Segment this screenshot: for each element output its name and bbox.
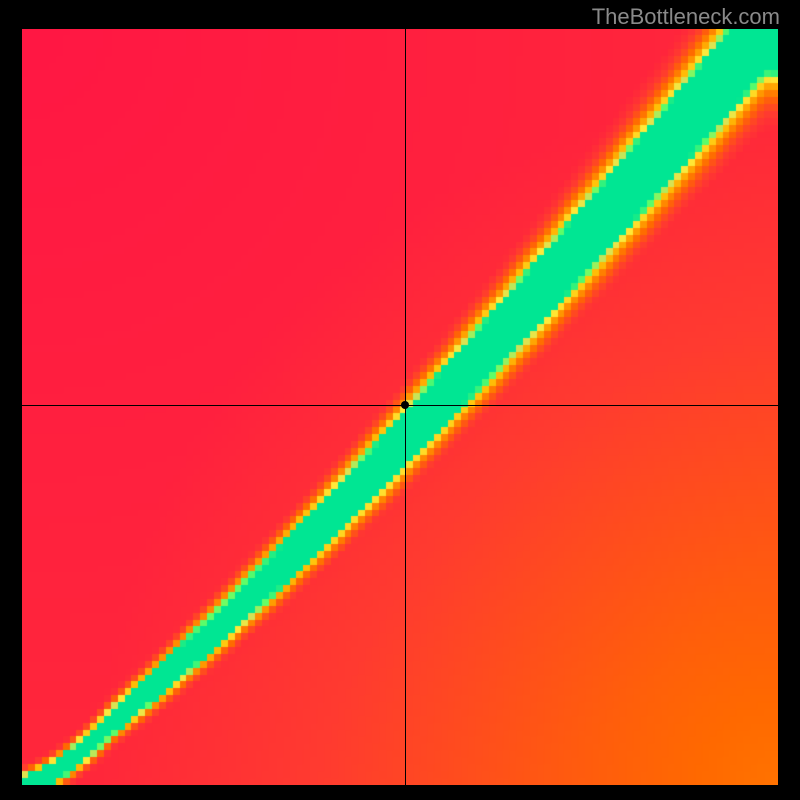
chart-container: TheBottleneck.com: [0, 0, 800, 800]
heatmap-canvas: [22, 29, 778, 785]
watermark-text: TheBottleneck.com: [592, 4, 780, 30]
crosshair-horizontal: [22, 405, 778, 406]
